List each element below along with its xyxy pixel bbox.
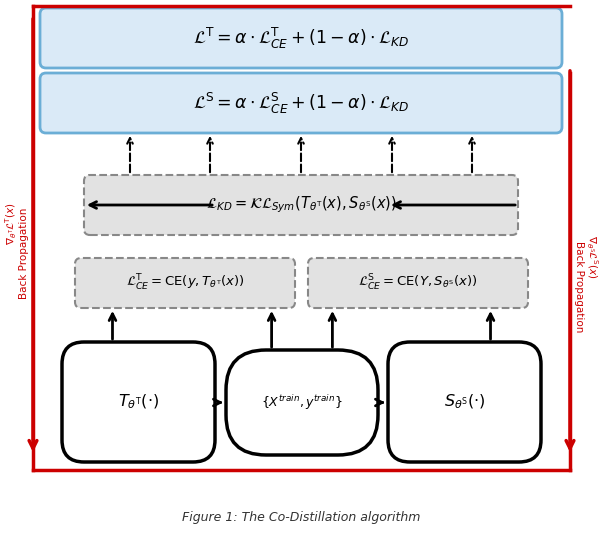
Text: $\mathcal{L}^{\mathrm{T}}_{CE} = \mathrm{CE}(y, T_{\theta^{\mathrm{T}}}(x))$: $\mathcal{L}^{\mathrm{T}}_{CE} = \mathrm…	[126, 273, 244, 293]
Text: $\nabla_{\theta^{\mathrm{S}}} \mathcal{L}^{\mathrm{S}}(x)$: $\nabla_{\theta^{\mathrm{S}}} \mathcal{L…	[585, 235, 600, 278]
Text: $S_{\theta^{\mathrm{S}}}(\cdot)$: $S_{\theta^{\mathrm{S}}}(\cdot)$	[444, 393, 485, 411]
Text: Back Propagation: Back Propagation	[19, 207, 29, 299]
Text: Back Propagation: Back Propagation	[574, 241, 584, 332]
FancyBboxPatch shape	[388, 342, 541, 462]
Text: $\{X^{train}, y^{train}\}$: $\{X^{train}, y^{train}\}$	[261, 393, 343, 412]
FancyBboxPatch shape	[40, 8, 562, 68]
FancyBboxPatch shape	[62, 342, 215, 462]
Text: $\mathcal{L}^{\mathrm{T}} = \alpha \cdot \mathcal{L}^{\mathrm{T}}_{CE} + (1-\alp: $\mathcal{L}^{\mathrm{T}} = \alpha \cdot…	[193, 25, 409, 50]
Text: $T_{\theta^{\mathrm{T}}}(\cdot)$: $T_{\theta^{\mathrm{T}}}(\cdot)$	[118, 393, 159, 411]
FancyBboxPatch shape	[226, 350, 378, 455]
Text: Figure 1: The Co-Distillation algorithm: Figure 1: The Co-Distillation algorithm	[182, 511, 420, 525]
Text: $\mathcal{L}_{KD} = \mathcal{KL}_{Sym}(T_{\theta^{\mathrm{T}}}(x), S_{\theta^{\m: $\mathcal{L}_{KD} = \mathcal{KL}_{Sym}(T…	[205, 195, 397, 215]
Text: $\mathcal{L}^{\mathrm{S}}_{CE} = \mathrm{CE}(Y, S_{\theta^{\mathrm{S}}}(x))$: $\mathcal{L}^{\mathrm{S}}_{CE} = \mathrm…	[358, 273, 478, 293]
FancyBboxPatch shape	[84, 175, 518, 235]
FancyBboxPatch shape	[40, 73, 562, 133]
Text: $\nabla_{\theta^{\mathrm{T}}} \mathcal{L}^{\mathrm{T}}(x)$: $\nabla_{\theta^{\mathrm{T}}} \mathcal{L…	[3, 202, 19, 244]
FancyBboxPatch shape	[75, 258, 295, 308]
Text: $\mathcal{L}^{\mathrm{S}} = \alpha \cdot \mathcal{L}^{\mathrm{S}}_{CE} + (1-\alp: $\mathcal{L}^{\mathrm{S}} = \alpha \cdot…	[193, 91, 409, 116]
FancyBboxPatch shape	[308, 258, 528, 308]
